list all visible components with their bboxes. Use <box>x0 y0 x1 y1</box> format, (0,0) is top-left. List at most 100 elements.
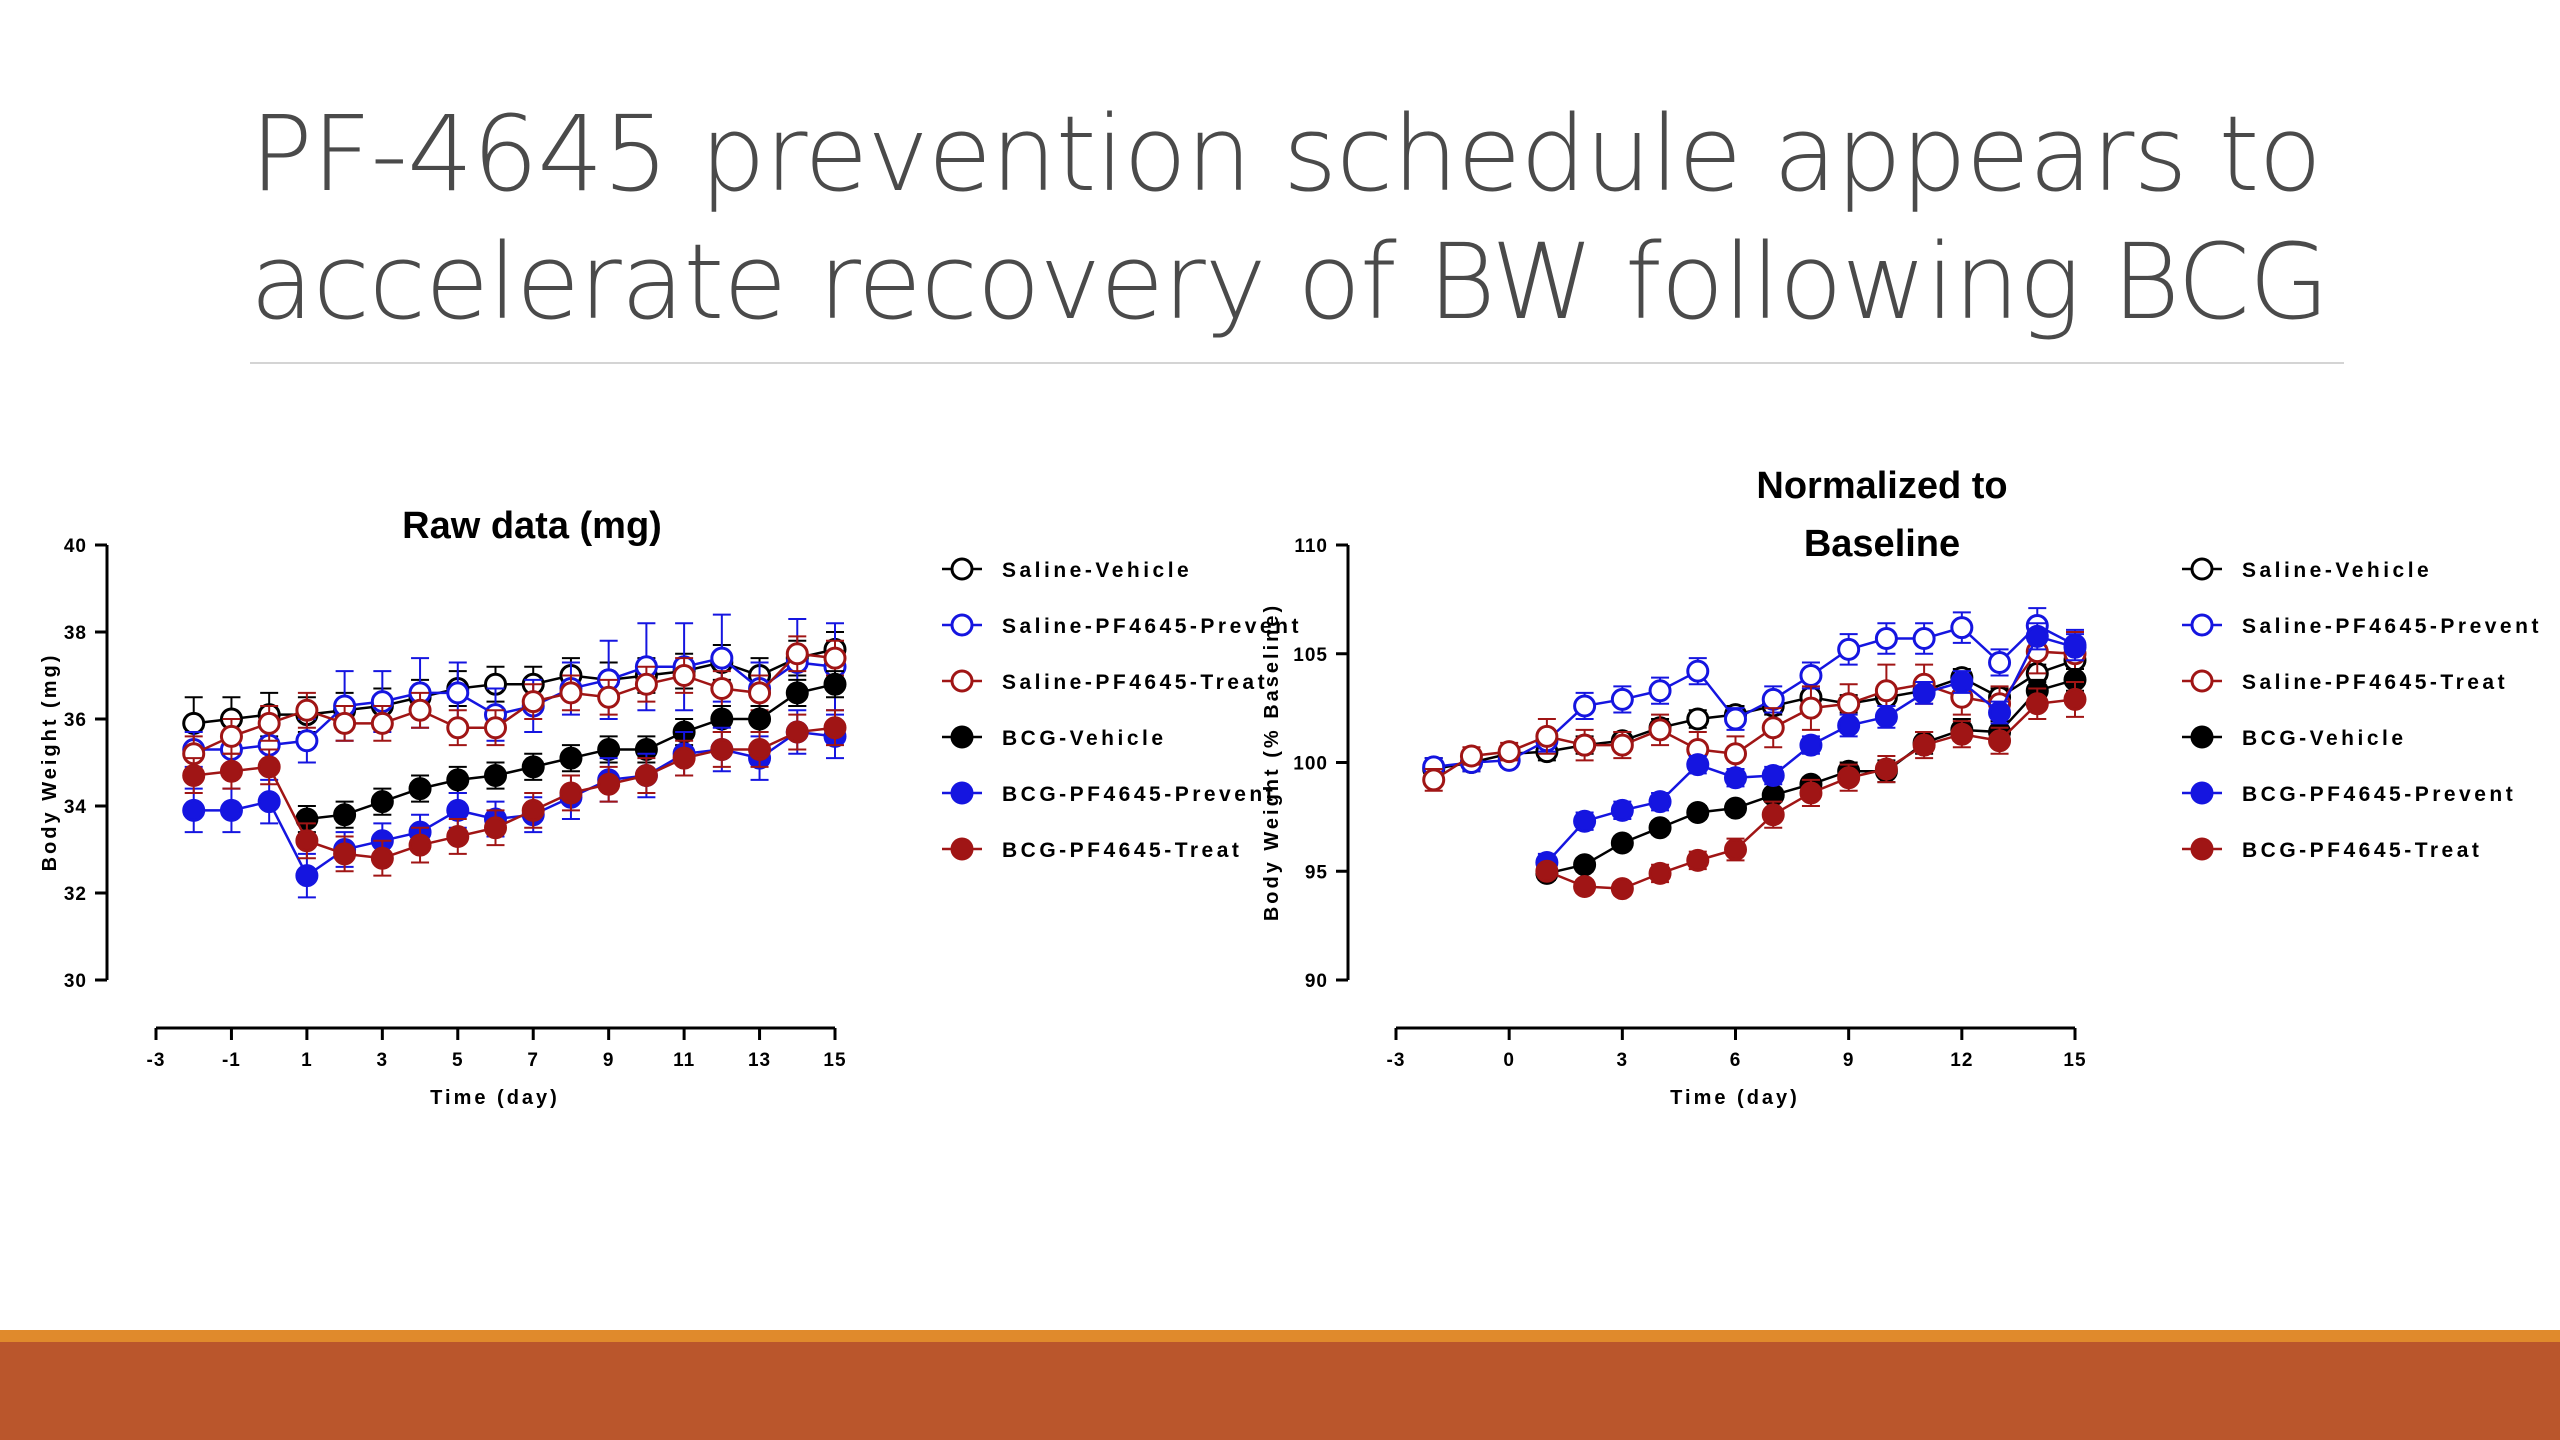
data-point <box>597 685 621 709</box>
data-point <box>634 764 658 788</box>
data-point <box>446 798 470 822</box>
y-tick-label: 30 <box>64 971 87 992</box>
data-point <box>2063 687 2087 711</box>
data-point <box>1610 733 1634 757</box>
y-tick-label: 100 <box>1293 754 1328 775</box>
legend-item: BCG-Vehicle <box>942 725 1167 750</box>
data-point <box>484 716 507 740</box>
data-point <box>1686 753 1710 777</box>
chart-title: Normalized to <box>1756 465 2007 507</box>
data-point <box>1573 874 1597 898</box>
legend-item: BCG-Vehicle <box>2182 725 2403 750</box>
chart-title: Baseline <box>1804 523 1960 565</box>
data-point <box>1761 764 1785 788</box>
legend-label: Saline-Vehicle <box>1002 559 1192 582</box>
legend-item: Saline-Vehicle <box>2182 557 2429 582</box>
data-point <box>1988 729 2012 753</box>
legend-marker <box>950 725 974 749</box>
data-point <box>257 711 281 735</box>
data-point <box>1686 848 1710 872</box>
data-point <box>257 790 281 814</box>
x-tick-label: 0 <box>1503 1050 1515 1071</box>
x-axis-label: Time (day) <box>430 1087 560 1109</box>
footer-bar <box>0 1330 2560 1440</box>
data-point <box>370 790 394 814</box>
data-point <box>1761 803 1785 827</box>
data-point <box>1912 733 1936 757</box>
data-point <box>1535 724 1559 748</box>
legend-marker <box>950 837 974 861</box>
data-point <box>1988 700 2012 724</box>
data-point <box>1912 681 1936 705</box>
y-tick-label: 110 <box>1294 536 1328 557</box>
data-point <box>748 737 772 761</box>
data-point <box>1648 718 1672 742</box>
legend-label: Saline-PF4645-Treat <box>1002 671 1268 694</box>
data-point <box>521 755 545 779</box>
legend-label: Saline-PF4645-Treat <box>2242 671 2508 694</box>
data-point <box>672 746 696 770</box>
x-tick-label: 15 <box>823 1050 846 1071</box>
data-point <box>446 824 470 848</box>
data-point <box>1610 687 1634 711</box>
y-tick-label: 38 <box>64 623 87 644</box>
data-point <box>182 764 206 788</box>
series-line <box>193 726 836 860</box>
y-tick-label: 32 <box>64 884 87 905</box>
legend-label: BCG-PF4645-Prevent <box>1002 783 1276 806</box>
legend-marker <box>2190 669 2214 693</box>
data-point <box>1950 616 1974 640</box>
data-point <box>408 833 432 857</box>
chart-title: Raw data (mg) <box>402 505 662 547</box>
series-line <box>193 648 836 725</box>
data-point <box>295 698 319 722</box>
data-point <box>1573 733 1597 757</box>
data-point <box>1648 861 1672 885</box>
legend-marker <box>950 781 974 805</box>
x-tick-label: 7 <box>527 1050 539 1071</box>
title-divider <box>250 362 2344 364</box>
data-point <box>1837 637 1861 661</box>
data-point <box>1497 740 1521 764</box>
data-point <box>1573 809 1597 833</box>
x-tick-label: 5 <box>452 1050 464 1071</box>
data-point <box>295 864 319 888</box>
y-axis-label: Body Weight (mg) <box>39 653 61 872</box>
series-saline-vehicle <box>1422 648 2087 781</box>
y-tick-label: 90 <box>1305 971 1328 992</box>
data-point <box>1686 659 1710 683</box>
y-tick-label: 40 <box>64 536 87 557</box>
x-tick-label: -1 <box>222 1050 241 1071</box>
legend-marker <box>2190 781 2214 805</box>
x-tick-label: 15 <box>2063 1050 2086 1071</box>
legend-item: Saline-PF4645-Prevent <box>942 613 1302 638</box>
data-point <box>1610 831 1634 855</box>
x-tick-label: -3 <box>1387 1050 1406 1071</box>
slide-title: PF-4645 prevention schedule appears to a… <box>250 90 2350 346</box>
x-tick-label: 6 <box>1730 1050 1742 1071</box>
data-point <box>1874 705 1898 729</box>
data-point <box>1573 853 1597 877</box>
data-point <box>1610 798 1634 822</box>
x-tick-label: 3 <box>1617 1050 1629 1071</box>
data-point <box>559 681 583 705</box>
data-point <box>672 664 696 687</box>
data-point <box>1799 781 1823 805</box>
legend-label: BCG-Vehicle <box>1002 727 1167 750</box>
x-tick-label: 1 <box>301 1050 313 1071</box>
data-point <box>1761 687 1785 711</box>
legend-label: Saline-PF4645-Prevent <box>1002 615 1302 638</box>
data-point <box>1874 757 1898 781</box>
legend-marker <box>2190 725 2214 749</box>
data-point <box>1912 627 1936 651</box>
series-bcg-pf4645-prevent <box>182 709 847 899</box>
y-tick-label: 36 <box>64 710 87 731</box>
legend-label: BCG-PF4645-Prevent <box>2242 783 2516 806</box>
data-point <box>2025 624 2049 648</box>
legend-item: BCG-PF4645-Prevent <box>2182 781 2516 806</box>
data-point <box>1950 670 1974 694</box>
y-axis-label: Body Weight (% Baseline) <box>1261 603 1283 921</box>
slide-title-line-2: accelerate recovery of BW following BCG <box>250 221 2329 343</box>
data-point <box>1573 694 1597 718</box>
